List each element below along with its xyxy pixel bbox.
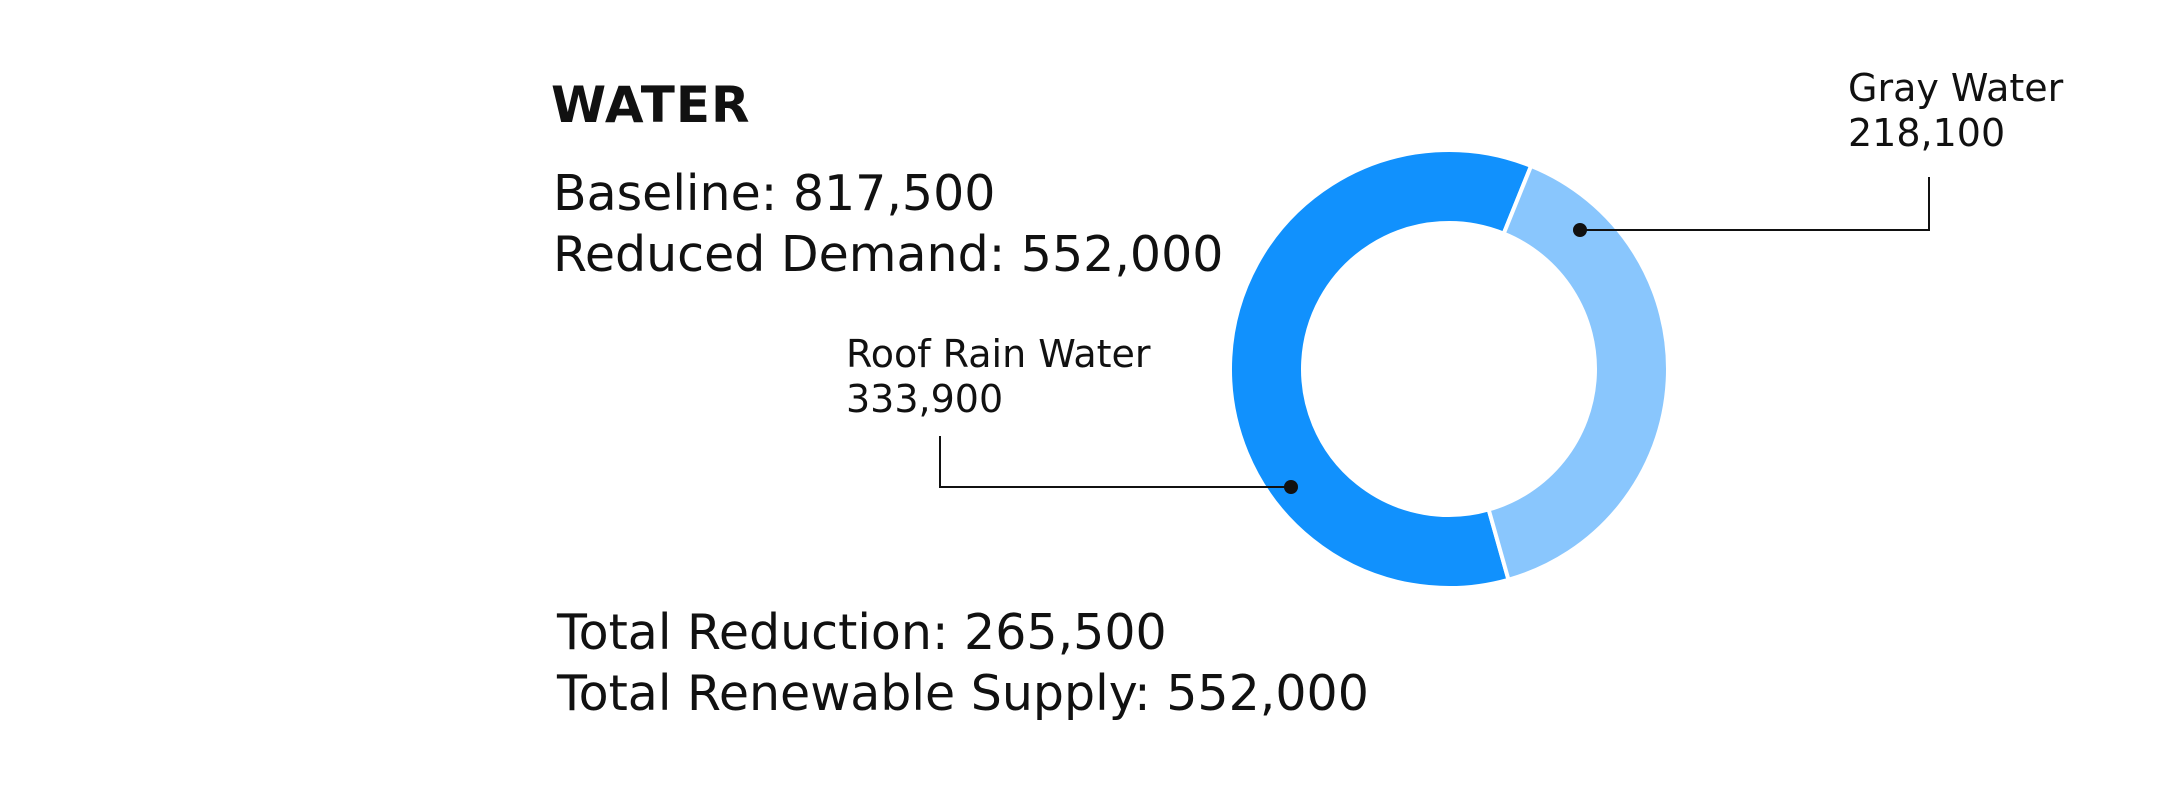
gray-water-leader-dot	[1573, 223, 1587, 237]
gray-water-leader-line	[1580, 177, 1930, 231]
roof-rain-water-label: Roof Rain Water	[846, 332, 1151, 376]
slice-roof-rain-water	[1228, 148, 1534, 590]
reduced-demand-stat: Reduced Demand: 552,000	[553, 226, 1224, 283]
roof-rain-water-leader-dot	[1284, 480, 1298, 494]
gray-water-value: 218,100	[1848, 111, 2006, 155]
total-reduction-stat: Total Reduction: 265,500	[557, 604, 1167, 661]
roof-rain-water-value: 333,900	[846, 377, 1004, 421]
gray-water-callout: Gray Water 218,100	[1848, 66, 2063, 156]
roof-rain-water-leader-line	[939, 436, 1291, 488]
gray-water-label: Gray Water	[1848, 66, 2064, 110]
total-renewable-supply-stat: Total Renewable Supply: 552,000	[557, 665, 1369, 722]
baseline-stat: Baseline: 817,500	[553, 165, 996, 222]
chart-title: WATER	[551, 76, 751, 134]
slice-gray-water	[1486, 163, 1670, 583]
roof-rain-water-callout: Roof Rain Water 333,900	[846, 332, 1151, 422]
